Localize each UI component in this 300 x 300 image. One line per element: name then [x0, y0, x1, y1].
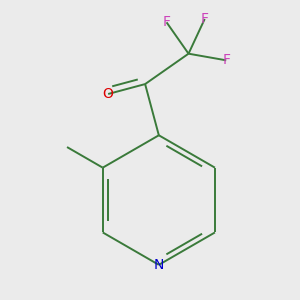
Text: F: F [163, 15, 171, 29]
Text: F: F [201, 12, 209, 26]
Text: F: F [222, 53, 230, 67]
Text: O: O [103, 87, 114, 101]
Text: N: N [154, 258, 164, 272]
